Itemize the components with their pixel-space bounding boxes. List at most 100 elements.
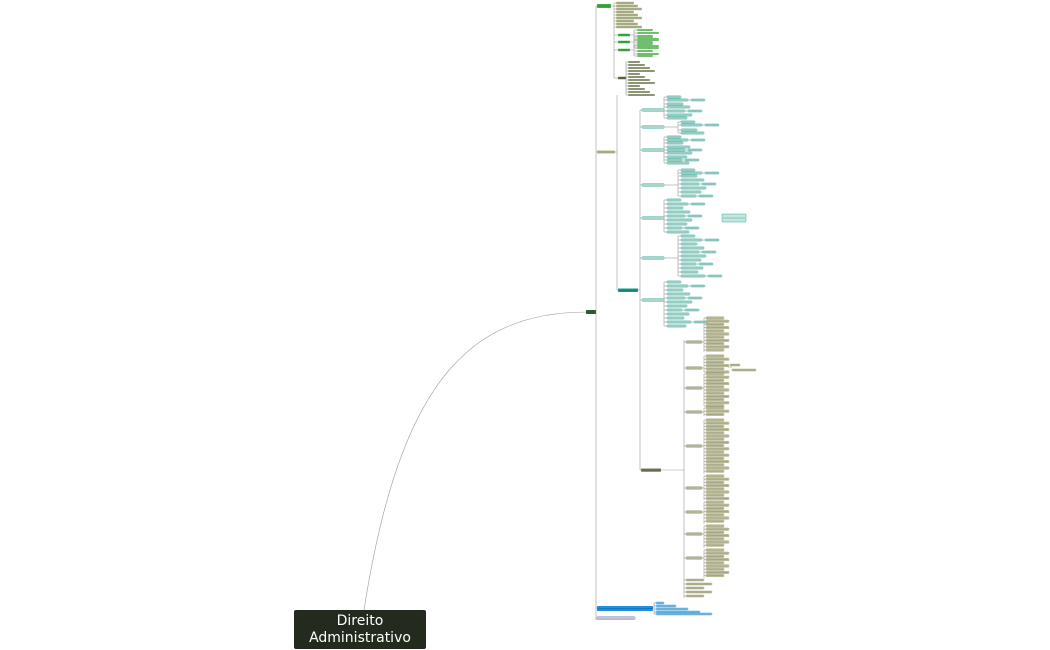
sub-branch-dark-node[interactable] [618, 76, 626, 80]
leaf-teal-node[interactable] [666, 138, 689, 142]
leaf-olive-node[interactable] [705, 469, 725, 473]
leaf-green-node[interactable] [637, 47, 659, 49]
leaf-teal-node[interactable] [666, 300, 693, 304]
leaf-olive-node[interactable] [705, 367, 725, 371]
leaf-olive-node[interactable] [705, 510, 730, 513]
sub-branch-green-node[interactable] [618, 33, 630, 37]
branch-blue-node[interactable] [597, 606, 653, 611]
leaf-olive-node[interactable] [705, 534, 730, 538]
leaf-teal-node[interactable] [690, 202, 706, 206]
leaf-teal-node[interactable] [680, 234, 696, 238]
leaf-olive-node[interactable] [705, 513, 725, 517]
leaf-olive-node[interactable] [705, 395, 730, 398]
leaf-teal-node[interactable] [680, 178, 705, 182]
leaf-olive-node[interactable] [616, 22, 638, 26]
leaf-teal-node[interactable] [698, 262, 714, 266]
leaf-blue-node[interactable] [655, 601, 665, 605]
leaf-teal-node[interactable] [680, 270, 699, 274]
leaf-teal-node[interactable] [666, 145, 691, 149]
leaf-teal-node[interactable] [680, 190, 702, 194]
leaf-teal-node[interactable] [680, 262, 697, 266]
leaf-olive-node[interactable] [705, 477, 730, 481]
leaf-olive-node[interactable] [705, 375, 730, 379]
leaf-teal-node[interactable] [687, 148, 703, 152]
leaf-teal-node[interactable] [680, 123, 703, 127]
leaf-olive-node[interactable] [705, 548, 725, 552]
leaf-gray-node[interactable] [628, 94, 655, 96]
leaf-green-node[interactable] [637, 44, 653, 46]
leaf-teal-node[interactable] [666, 230, 690, 234]
leaf-teal-node[interactable] [684, 158, 700, 162]
leaf-blue-node[interactable] [655, 607, 689, 611]
leaf-olive-node[interactable] [705, 437, 725, 441]
leaf-teal-node[interactable] [687, 109, 703, 113]
leaf-teal-node[interactable] [698, 194, 714, 198]
leaf-olive-node[interactable] [705, 453, 730, 457]
leaf-olive-node[interactable] [705, 339, 730, 342]
leaf-olive-node[interactable] [685, 578, 705, 582]
leaf-olive-node[interactable] [705, 507, 725, 510]
leaf-olive-node[interactable] [616, 25, 642, 29]
leaf-teal-node[interactable] [680, 194, 697, 198]
teal-group-node[interactable] [641, 125, 665, 129]
leaf-olive-node[interactable] [685, 582, 713, 586]
leaf-gray-node[interactable] [628, 64, 645, 66]
leaf-green-node[interactable] [637, 55, 653, 57]
leaf-teal-node[interactable] [680, 171, 703, 175]
leaf-olive-node[interactable] [705, 484, 730, 487]
teal-group-node[interactable] [641, 108, 665, 112]
leaf-teal-node[interactable] [666, 116, 688, 120]
leaf-olive-node[interactable] [685, 586, 705, 590]
leaf-olive-node[interactable] [705, 316, 725, 320]
leaf-olive-node[interactable] [705, 342, 725, 345]
leaf-teal-node[interactable] [666, 202, 689, 206]
leaf-teal-node[interactable] [666, 226, 683, 230]
leaf-olive-node[interactable] [705, 524, 725, 528]
leaf-teal-node[interactable] [680, 246, 705, 250]
leaf-teal-node[interactable] [666, 292, 691, 296]
leaf-olive-node[interactable] [616, 4, 638, 8]
leaf-green-node[interactable] [637, 29, 653, 31]
leaf-teal-node[interactable] [666, 320, 692, 324]
leaf-olive-node[interactable] [705, 527, 730, 531]
leaf-olive-node[interactable] [705, 516, 730, 520]
leaf-olive-node[interactable] [705, 497, 730, 500]
teal-group-node[interactable] [641, 256, 665, 260]
leaf-olive-node[interactable] [705, 329, 725, 333]
leaf-teal-node[interactable] [684, 308, 700, 312]
leaf-teal-node[interactable] [690, 138, 706, 142]
leaf-olive-node[interactable] [705, 551, 730, 555]
leaf-teal-node[interactable] [680, 242, 698, 246]
leaf-teal-node[interactable] [666, 214, 686, 218]
leaf-teal-node[interactable] [666, 308, 683, 312]
leaf-olive-node[interactable] [705, 450, 725, 454]
leaf-olive-node[interactable] [705, 543, 725, 547]
leaf-teal-node[interactable] [680, 186, 707, 190]
leaf-green-node[interactable] [637, 53, 659, 55]
leaf-olive-node[interactable] [705, 388, 730, 392]
leaf-teal-node[interactable] [666, 113, 693, 117]
leaf-teal-node[interactable] [666, 296, 686, 300]
leaf-teal-node[interactable] [687, 214, 703, 218]
leaf-olive-node[interactable] [705, 503, 730, 507]
leaf-teal-node[interactable] [666, 148, 686, 152]
sub-branch-green-node[interactable] [618, 40, 630, 44]
leaf-olive-node[interactable] [705, 401, 730, 405]
leaf-olive-node[interactable] [616, 19, 634, 23]
leaf-olive-node[interactable] [616, 7, 642, 11]
leaf-olive-node[interactable] [705, 540, 730, 544]
leaf-blue-node[interactable] [655, 612, 713, 616]
sub-branch-green-node[interactable] [618, 48, 630, 52]
leaf-olive-node[interactable] [705, 531, 725, 534]
leaf-olive-node[interactable] [616, 13, 638, 17]
leaf-olive-node[interactable] [705, 319, 730, 323]
leaf-gray-node[interactable] [628, 73, 640, 75]
leaf-olive-node[interactable] [705, 335, 725, 339]
leaf-gray-node[interactable] [628, 91, 650, 93]
leaf-olive-node[interactable] [705, 409, 730, 413]
leaf-teal-node[interactable] [666, 158, 683, 162]
leaf-teal-node[interactable] [690, 284, 706, 288]
leaf-olive-node[interactable] [705, 354, 725, 358]
leaf-olive-node[interactable] [705, 428, 730, 431]
leaf-olive-node[interactable] [705, 418, 725, 422]
